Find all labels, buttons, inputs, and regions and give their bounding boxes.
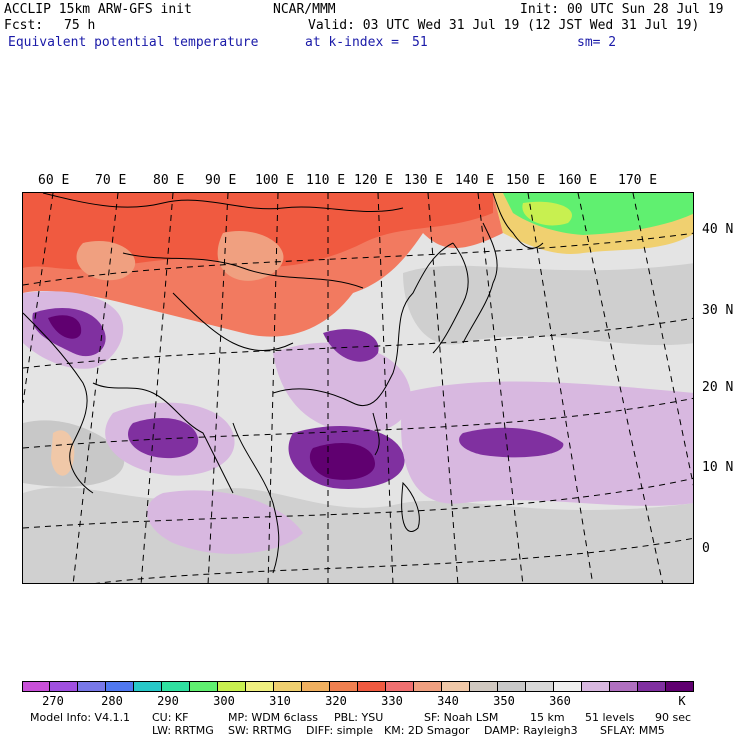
colorbar-tick: 340 [437, 694, 459, 708]
colorbar-tick: 280 [101, 694, 123, 708]
lon-label: 60 E [38, 173, 70, 188]
level-value: 51 [412, 35, 428, 50]
moist-max [309, 443, 376, 480]
lon-label: 80 E [153, 173, 185, 188]
colorbar-swatch [610, 681, 638, 692]
lon-label: 110 E [306, 173, 346, 188]
colorbar-unit: K [678, 694, 686, 708]
time-step: 90 sec [655, 711, 692, 724]
colorbar-swatch [414, 681, 442, 692]
warm-patch [51, 430, 75, 476]
diff-scheme: DIFF: simple [306, 724, 374, 737]
lon-label: 90 E [205, 173, 237, 188]
colorbar-swatch [162, 681, 190, 692]
warm-core [23, 193, 493, 270]
colorbar-tick: 350 [493, 694, 515, 708]
colorbar-swatch [554, 681, 582, 692]
lat-label: 30 N [702, 303, 734, 318]
cool-patch [522, 201, 572, 226]
colorbar-tick: 330 [381, 694, 403, 708]
colorbar-tick: 290 [157, 694, 179, 708]
colorbar-swatch [50, 681, 78, 692]
colorbar-tick: 310 [269, 694, 291, 708]
moist-area [273, 342, 411, 433]
km-scheme: KM: 2D Smagor [384, 724, 470, 737]
moist-core [459, 427, 564, 458]
field-name: Equivalent potential temperature [8, 35, 259, 50]
colorbar-swatch [274, 681, 302, 692]
lon-label: 100 E [255, 173, 295, 188]
grid-lines [23, 193, 693, 583]
colorbar-swatch [526, 681, 554, 692]
colorbar-swatch [218, 681, 246, 692]
sflay-scheme: SFLAY: MM5 [600, 724, 665, 737]
colorbar-swatch [22, 681, 50, 692]
grey-field [403, 263, 693, 346]
lat-label: 40 N [702, 222, 734, 237]
sw-scheme: SW: RRTMG [228, 724, 292, 737]
model-info: Model Info: V4.1.1 [30, 711, 131, 724]
lon-label: 150 E [506, 173, 546, 188]
lon-label: 170 E [618, 173, 658, 188]
map-panel [22, 192, 694, 584]
colorbar-swatch [330, 681, 358, 692]
warm-patch [217, 231, 284, 281]
init-time: Init: 00 UTC Sun 28 Jul 19 [520, 2, 724, 17]
colorbar-swatch [498, 681, 526, 692]
valid-time: Valid: 03 UTC Wed 31 Jul 19 (12 JST Wed … [308, 18, 700, 33]
grid-spacing: 15 km [530, 711, 565, 724]
lon-label: 120 E [354, 173, 394, 188]
moist-max [48, 315, 82, 339]
colorbar-swatch [190, 681, 218, 692]
colorbar-swatch [442, 681, 470, 692]
smoothing-label: sm= 2 [577, 35, 617, 50]
colorbar-tick: 300 [213, 694, 235, 708]
coastlines [23, 193, 544, 574]
damp-scheme: DAMP: Rayleigh3 [484, 724, 578, 737]
mp-scheme: MP: WDM 6class [228, 711, 318, 724]
warm-patch [76, 241, 136, 281]
org-label: NCAR/MMM [273, 2, 336, 17]
colorbar-tick: 360 [549, 694, 571, 708]
forecast-label: Fcst: [4, 18, 44, 33]
colorbar-swatch [386, 681, 414, 692]
lon-label: 160 E [558, 173, 598, 188]
colorbar-swatch [582, 681, 610, 692]
colorbar-tick: 320 [325, 694, 347, 708]
colorbar-swatch [106, 681, 134, 692]
lon-label: 70 E [95, 173, 127, 188]
lat-label: 0 [702, 541, 710, 556]
lon-label: 140 E [455, 173, 495, 188]
theta-e-field [23, 193, 693, 583]
colorbar-swatch [246, 681, 274, 692]
moist-core [128, 418, 199, 459]
colorbar [22, 681, 694, 692]
pbl-scheme: PBL: YSU [334, 711, 384, 724]
colorbar-swatch [666, 681, 694, 692]
lat-label: 20 N [702, 380, 734, 395]
level-count: 51 levels [585, 711, 635, 724]
colorbar-swatch [358, 681, 386, 692]
lat-label: 10 N [702, 460, 734, 475]
cu-scheme: CU: KF [152, 711, 189, 724]
forecast-hour: 75 h [64, 18, 96, 33]
model-title: ACCLIP 15km ARW-GFS init [4, 2, 192, 17]
sf-scheme: SF: Noah LSM [424, 711, 499, 724]
colorbar-tick: 270 [42, 694, 64, 708]
colorbar-swatch [134, 681, 162, 692]
colorbar-swatch [638, 681, 666, 692]
level-label: at k-index = [305, 35, 399, 50]
lon-label: 130 E [404, 173, 444, 188]
colorbar-swatch [78, 681, 106, 692]
colorbar-swatch [470, 681, 498, 692]
moist-area [146, 490, 303, 554]
moist-core [323, 329, 379, 362]
colorbar-swatch [302, 681, 330, 692]
lw-scheme: LW: RRTMG [152, 724, 214, 737]
